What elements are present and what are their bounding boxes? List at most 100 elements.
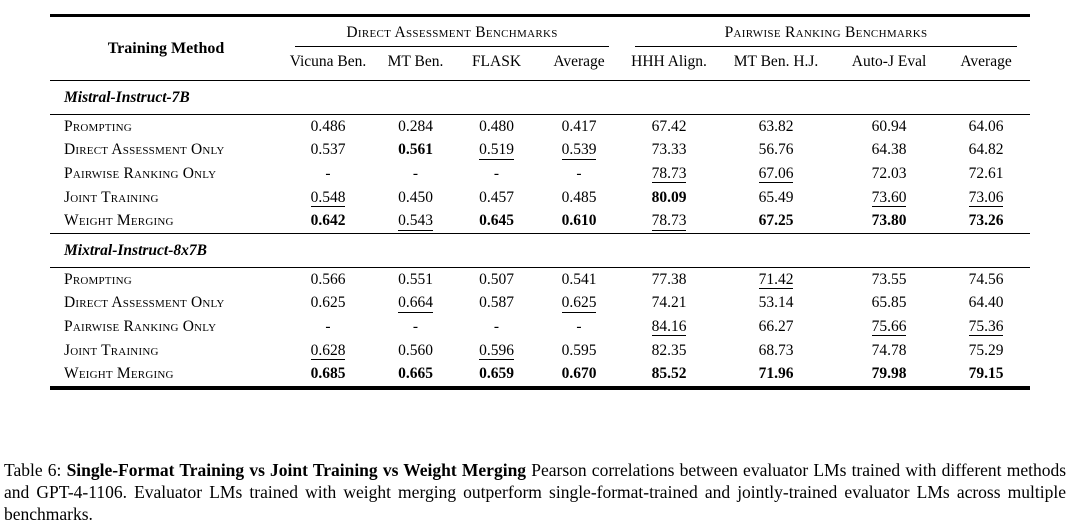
value-cell: 78.73: [651, 164, 687, 184]
value-cell: 0.625: [310, 294, 346, 312]
table-row: Pairwise Ranking Only - - - - 84.16 66.27 75.66…: [50, 315, 1030, 339]
table-row: Pairwise Ranking Only - - - - 78.73 67.06 72.03…: [50, 162, 1030, 186]
value-cell: 75.36: [968, 317, 1004, 337]
method-label: Joint Training: [64, 188, 159, 206]
value-cell: 75.29: [968, 341, 1004, 359]
value-cell: 72.61: [968, 164, 1004, 182]
value-cell: 0.485: [561, 188, 597, 206]
value-cell: 85.52: [651, 365, 687, 383]
method-label: Direct Assessment Only: [64, 294, 225, 312]
caption-body: Pearson correlations between evaluator L…: [4, 459, 1067, 522]
value-cell: 0.507: [479, 270, 514, 288]
value-cell: 0.628: [310, 341, 346, 361]
value-cell: 74.78: [871, 341, 907, 359]
value-cell: 79.15: [968, 365, 1004, 383]
method-label: Prompting: [64, 270, 132, 288]
value-cell: 73.60: [871, 188, 907, 208]
table-row: Direct Assessment Only 0.625 0.664 0.587 0.6…: [50, 292, 1030, 316]
value-cell: 0.587: [479, 294, 514, 312]
value-cell: 78.73: [651, 212, 687, 231]
col-header-hhh-align: HHH Align.: [631, 53, 707, 70]
value-cell: -: [325, 164, 331, 182]
value-cell: 73.33: [651, 141, 687, 159]
value-cell: 79.98: [871, 365, 907, 383]
value-cell: 73.26: [968, 212, 1004, 230]
value-cell: -: [576, 317, 582, 335]
group-header-row: Training Method Direct Assessment Benchm…: [50, 16, 1030, 57]
value-cell: 0.625: [561, 294, 597, 313]
value-cell: 63.82: [758, 117, 794, 135]
value-cell: 0.284: [398, 117, 433, 135]
value-cell: 75.66: [871, 317, 907, 337]
value-cell: 74.21: [651, 294, 687, 312]
method-label: Joint Training: [64, 341, 159, 359]
value-cell: 84.16: [651, 317, 687, 337]
table-caption: Table 6: Single-Format Training vs Joint…: [4, 459, 1066, 522]
table-row: Weight Merging 0.642 0.543 0.645 0.610 78.73 6…: [50, 209, 1030, 233]
value-cell: 53.14: [758, 294, 794, 312]
value-cell: 82.35: [651, 341, 687, 359]
value-cell: 0.543: [398, 212, 433, 231]
caption-title: Single-Format Training vs Joint Training…: [66, 459, 527, 480]
value-cell: 0.450: [398, 188, 433, 206]
value-cell: 66.27: [758, 317, 794, 335]
value-cell: 0.645: [479, 212, 514, 230]
value-cell: 71.42: [758, 270, 794, 290]
column-header-row: Vicuna Ben. MT Ben. FLASK Average HHH Al…: [50, 47, 1030, 81]
value-cell: 68.73: [758, 341, 794, 359]
value-cell: 71.96: [758, 365, 794, 383]
value-cell: 77.38: [651, 270, 687, 288]
col-header-mt-ben: MT Ben.: [387, 53, 444, 70]
method-label: Weight Merging: [64, 365, 174, 383]
value-cell: -: [412, 317, 419, 335]
value-cell: 0.486: [310, 117, 346, 135]
value-cell: 0.548: [310, 188, 346, 208]
value-cell: 64.06: [968, 117, 1004, 135]
group-label-pairwise-ranking: Pairwise Ranking Benchmarks: [635, 17, 1018, 47]
value-cell: -: [493, 317, 500, 335]
value-cell: 80.09: [651, 188, 687, 206]
value-cell: 67.42: [651, 117, 687, 135]
table-row: Prompting 0.566 0.551 0.507 0.541 77.38 71.42 7…: [50, 267, 1030, 291]
method-label: Prompting: [64, 117, 132, 135]
results-table: Training Method Direct Assessment Benchm…: [50, 14, 1031, 390]
value-cell: 0.664: [398, 294, 433, 313]
table-row: Joint Training 0.628 0.560 0.596 0.595 82.35 6…: [50, 339, 1030, 363]
col-header-auto-j-eval: Auto-J Eval: [851, 53, 927, 70]
value-cell: 0.659: [479, 365, 514, 383]
group-pairwise-ranking: Pairwise Ranking Benchmarks: [622, 16, 1030, 47]
method-label: Weight Merging: [64, 212, 174, 230]
col-header-vicuna-ben: Vicuna Ben.: [289, 53, 367, 70]
table-row: Prompting 0.486 0.284 0.480 0.417 67.42 63.82 6…: [50, 115, 1030, 139]
group-direct-assessment: Direct Assessment Benchmarks: [282, 16, 622, 47]
section-header-row: Mistral-Instruct-7B: [50, 80, 1031, 115]
section-header-row: Mixtral-Instruct-8x7B: [50, 232, 1031, 268]
table-row: Weight Merging 0.685 0.665 0.659 0.670 85.52 7…: [50, 362, 1030, 388]
value-cell: 0.665: [398, 365, 433, 383]
method-label: Pairwise Ranking Only: [64, 164, 217, 182]
col-header-flask: FLASK: [471, 53, 522, 70]
value-cell: 64.82: [968, 141, 1004, 159]
value-cell: 0.480: [479, 117, 514, 135]
value-cell: 0.670: [561, 365, 597, 383]
method-label: Pairwise Ranking Only: [64, 317, 217, 335]
table-row: Direct Assessment Only 0.537 0.561 0.519 0.5…: [50, 139, 1030, 163]
value-cell: 0.551: [398, 270, 433, 288]
col-header-da-average: Average: [553, 53, 605, 70]
col-header-pr-average: Average: [960, 53, 1012, 70]
value-cell: 0.519: [479, 141, 514, 160]
value-cell: 0.560: [398, 341, 433, 359]
value-cell: 67.25: [758, 212, 794, 230]
value-cell: 65.49: [758, 188, 794, 206]
value-cell: -: [576, 164, 582, 182]
value-cell: -: [412, 164, 419, 182]
value-cell: 73.06: [968, 188, 1004, 208]
value-cell: -: [493, 164, 500, 182]
value-cell: 56.76: [758, 141, 794, 159]
value-cell: 0.561: [398, 141, 433, 159]
section-name: Mixtral-Instruct-8x7B: [50, 232, 1031, 268]
value-cell: 0.595: [561, 341, 597, 359]
value-cell: 72.03: [871, 164, 907, 182]
table-row: Joint Training 0.548 0.450 0.457 0.485 80.09 6…: [50, 186, 1030, 210]
